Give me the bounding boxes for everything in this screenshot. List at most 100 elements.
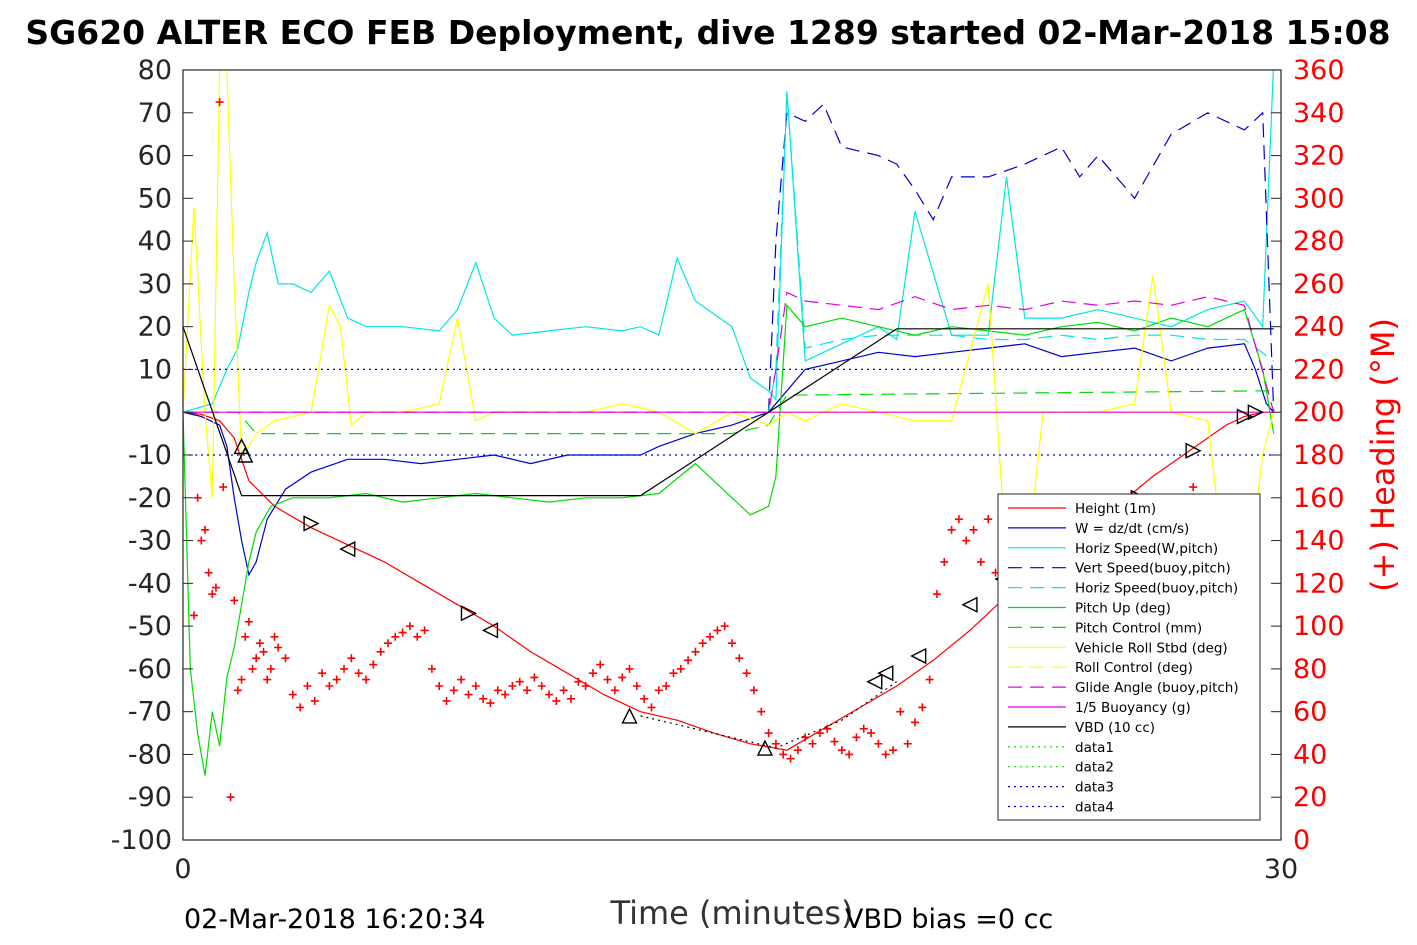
heading-point — [376, 647, 385, 656]
height-marker — [233, 437, 250, 455]
heading-point — [435, 682, 444, 690]
height-marker — [621, 707, 638, 724]
heading-point — [706, 632, 715, 641]
right-tick-label: 220 — [1293, 354, 1345, 385]
heading-point — [859, 724, 868, 733]
heading-point — [984, 515, 993, 524]
x-tick-label: 0 — [174, 854, 191, 885]
left-tick-label: 10 — [138, 354, 172, 385]
heading-point — [698, 639, 707, 648]
heading-point — [427, 664, 436, 673]
heading-point — [764, 729, 773, 738]
heading-point — [793, 746, 802, 755]
heading-point — [815, 729, 824, 738]
legend-label: Pitch Up (deg) — [1075, 601, 1171, 617]
heading-point — [255, 639, 264, 648]
x-tick-label: 30 — [1264, 854, 1298, 885]
heading-point — [610, 686, 619, 695]
series-line-9 — [183, 291, 1275, 413]
legend-label: Pitch Control (mm) — [1075, 620, 1202, 636]
heading-point — [874, 739, 883, 748]
heading-point — [252, 654, 261, 663]
right-tick-label: 260 — [1293, 269, 1345, 300]
right-tick-label: 300 — [1293, 183, 1345, 214]
heading-point — [976, 557, 985, 566]
heading-point — [889, 746, 898, 755]
heading-point — [647, 703, 656, 712]
legend-label: 1/5 Buoyancy (g) — [1075, 700, 1191, 716]
height-marker — [961, 596, 978, 613]
heading-point — [266, 664, 275, 673]
height-marker — [910, 647, 927, 665]
left-tick-label: 80 — [138, 55, 172, 86]
heading-point — [208, 590, 217, 599]
heading-point — [340, 664, 349, 673]
series-line-1 — [183, 343, 1275, 577]
heading-point — [742, 669, 751, 678]
height-marker — [1185, 442, 1202, 459]
heading-point — [479, 694, 488, 703]
left-tick-label: -80 — [128, 739, 172, 770]
heading-point — [303, 682, 312, 690]
heading-point — [281, 654, 290, 663]
heading-point — [954, 515, 963, 524]
heading-point — [398, 628, 407, 637]
left-tick-label: -70 — [128, 697, 172, 728]
heading-point — [318, 669, 327, 678]
heading-point — [947, 525, 956, 534]
heading-point — [354, 669, 363, 678]
legend-label: data1 — [1075, 740, 1114, 756]
legend-label: Vert Speed(buoy,pitch) — [1075, 561, 1231, 577]
left-tick-label: -30 — [128, 526, 172, 557]
heading-point — [749, 686, 758, 695]
heading-point — [457, 675, 466, 684]
heading-point — [515, 677, 524, 686]
heading-point — [969, 525, 978, 534]
series-line-6 — [183, 390, 1274, 435]
heading-point — [574, 677, 583, 686]
left-tick-label: 30 — [138, 269, 172, 300]
right-tick-label: 320 — [1293, 141, 1345, 172]
left-tick-label: -50 — [128, 611, 172, 642]
heading-point — [204, 568, 213, 577]
right-tick-label: 360 — [1293, 55, 1345, 86]
heading-point — [618, 673, 627, 682]
heading-point — [903, 739, 912, 748]
heading-point — [713, 626, 722, 635]
right-tick-label: 0 — [1293, 825, 1310, 856]
legend-label: Horiz Speed(buoy,pitch) — [1075, 581, 1238, 597]
heading-point — [259, 647, 268, 656]
right-tick-label: 180 — [1293, 440, 1345, 471]
left-tick-label: 70 — [138, 98, 172, 129]
series-line-11 — [183, 326, 1274, 497]
heading-point — [263, 675, 272, 684]
heading-point — [501, 690, 510, 699]
footer-vbd-bias: VBD bias =0 cc — [845, 904, 1053, 935]
heading-point — [669, 669, 678, 678]
heading-point — [962, 536, 971, 545]
heading-point — [581, 682, 590, 690]
heading-point — [757, 707, 766, 716]
heading-point — [830, 737, 839, 746]
heading-point — [867, 729, 876, 738]
heading-point — [219, 483, 228, 492]
left-tick-label: -40 — [128, 568, 172, 599]
heading-point — [248, 664, 257, 673]
heading-point — [369, 660, 378, 669]
heading-point — [274, 643, 283, 652]
x-axis-label: Time (minutes) — [610, 894, 854, 932]
left-tick-label: 50 — [138, 183, 172, 214]
heading-point — [632, 682, 641, 690]
heading-point — [801, 733, 810, 742]
right-tick-label: 200 — [1293, 397, 1345, 428]
heading-point — [405, 622, 414, 631]
heading-point — [559, 686, 568, 695]
heading-point — [896, 707, 905, 716]
heading-point — [449, 686, 458, 695]
heading-point — [735, 654, 744, 663]
heading-point — [270, 632, 279, 641]
right-tick-label: 60 — [1293, 697, 1327, 728]
heading-point — [211, 583, 220, 592]
heading-point — [442, 696, 451, 705]
